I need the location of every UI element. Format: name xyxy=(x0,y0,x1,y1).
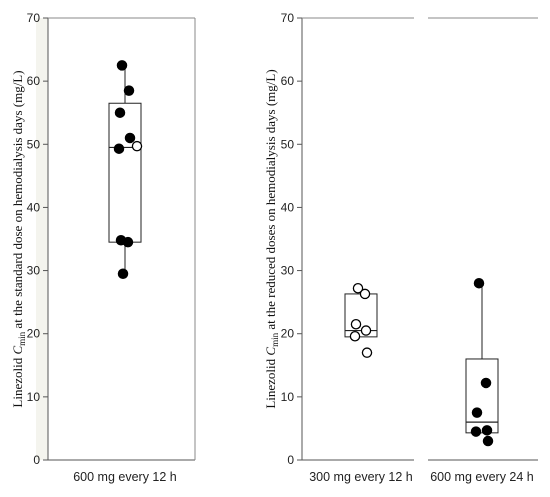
y-tick-label: 50 xyxy=(281,137,295,151)
data-point xyxy=(123,85,135,96)
y-tick-label: 0 xyxy=(33,453,40,467)
y-tick-label: 40 xyxy=(281,200,295,214)
y-tick-label: 0 xyxy=(287,453,294,467)
box-iqr xyxy=(108,102,142,243)
box-iqr xyxy=(465,358,499,434)
data-point xyxy=(116,60,128,71)
data-point xyxy=(480,377,492,389)
data-point xyxy=(114,107,126,118)
category-label: 600 mg every 12 h xyxy=(73,470,177,484)
y-tick-label: 60 xyxy=(281,74,295,88)
y-tick-label: 70 xyxy=(281,11,295,25)
y-tick-label: 40 xyxy=(27,200,41,214)
data-point xyxy=(350,318,362,330)
category-label: 600 mg every 24 h xyxy=(430,470,534,484)
y-tick-label: 10 xyxy=(281,390,295,404)
y-axis-label: Linezolid Cmin at the standard dose on h… xyxy=(10,70,27,407)
box-group xyxy=(344,283,378,358)
data-point xyxy=(359,288,371,300)
y-tick-label: 10 xyxy=(27,390,41,404)
box-group xyxy=(465,277,499,447)
data-point xyxy=(482,435,494,447)
data-point xyxy=(352,283,364,294)
y-tick-label: 20 xyxy=(281,327,295,341)
left-panel: 0 10 20 30 40 50 60 70 Linezolid Cmin at the sta… xyxy=(10,11,196,484)
data-point xyxy=(473,277,485,289)
y-tick-label: 20 xyxy=(27,327,41,341)
data-point xyxy=(124,132,136,144)
data-point xyxy=(481,425,493,436)
axis-shade xyxy=(36,18,48,460)
data-point xyxy=(360,325,372,336)
category-label: 300 mg every 12 h xyxy=(309,470,413,484)
data-point xyxy=(471,407,483,418)
data-point xyxy=(113,143,125,154)
data-point xyxy=(470,426,482,437)
y-tick-label: 60 xyxy=(27,74,41,88)
y-tick-label: 30 xyxy=(27,264,41,278)
data-point xyxy=(122,236,134,248)
box-group xyxy=(108,60,143,279)
y-axis-label: Linezolid Cmin at the reduced doses on h… xyxy=(263,69,280,408)
y-tick-label: 30 xyxy=(281,264,295,278)
data-point xyxy=(349,330,361,342)
data-point xyxy=(117,268,129,279)
y-tick-label: 70 xyxy=(27,11,41,25)
data-point xyxy=(131,140,143,152)
data-point xyxy=(361,347,373,358)
y-tick-label: 50 xyxy=(27,137,41,151)
right-panel: 0 10 20 30 40 50 60 70 Linezolid Cmin at the red… xyxy=(263,11,538,484)
